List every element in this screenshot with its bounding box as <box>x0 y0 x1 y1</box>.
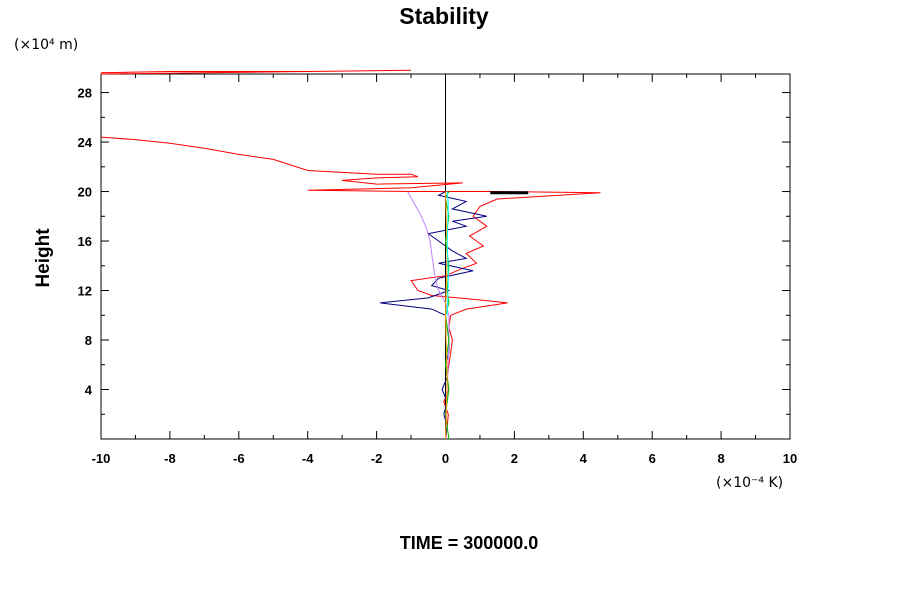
y-tick-label: 4 <box>85 383 93 398</box>
time-label: TIME = 300000.0 <box>400 533 539 553</box>
x-tick-label: -8 <box>164 451 176 466</box>
y-unit-label: (×10⁴ m) <box>14 37 78 53</box>
y-tick-label: 16 <box>78 234 92 249</box>
series-line <box>100 136 601 440</box>
y-tick-label: 8 <box>85 333 92 348</box>
x-tick-label: 0 <box>442 451 449 466</box>
series-line <box>407 191 450 440</box>
x-tick-label: 10 <box>783 451 797 466</box>
series-line <box>446 191 449 316</box>
chart-title: Stability <box>399 3 489 29</box>
x-unit-label: (×10⁻⁴ K) <box>716 475 783 491</box>
y-tick-label: 20 <box>78 185 92 200</box>
y-tick-label: 28 <box>78 86 92 101</box>
x-tick-label: 8 <box>717 451 724 466</box>
y-tick-label: 24 <box>78 135 93 150</box>
data-series <box>100 69 601 440</box>
x-tick-label: 2 <box>511 451 518 466</box>
x-tick-label: -6 <box>233 451 245 466</box>
y-axis-label: Height <box>33 228 54 288</box>
y-tick-label: 12 <box>78 284 92 299</box>
x-tick-label: 6 <box>649 451 656 466</box>
series-line <box>444 191 450 440</box>
x-tick-label: -4 <box>302 451 314 466</box>
series-line <box>444 191 448 440</box>
x-tick-label: -10 <box>92 451 111 466</box>
series-line <box>100 69 412 75</box>
x-tick-label: -2 <box>371 451 383 466</box>
x-tick-label: 4 <box>580 451 588 466</box>
series-line <box>379 191 487 440</box>
